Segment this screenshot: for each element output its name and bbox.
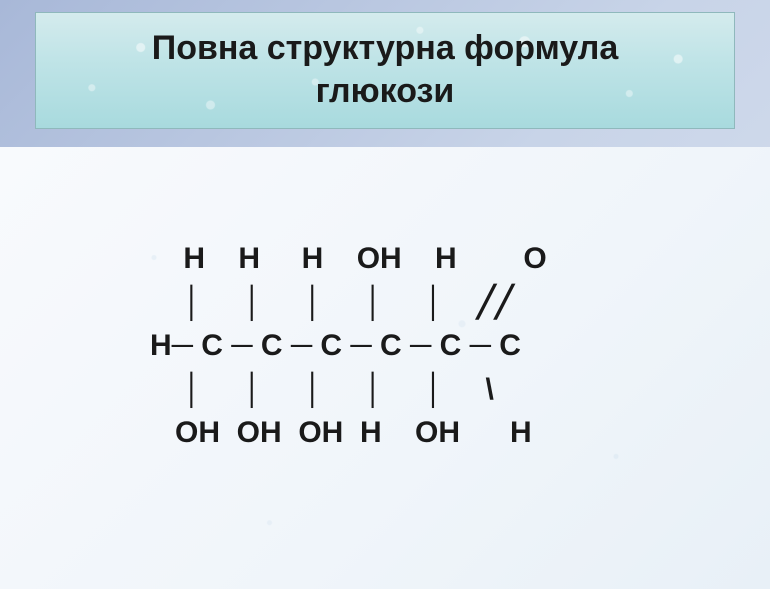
- formula-row-bottom-bonds: │ │ │ │ │ \: [150, 373, 494, 406]
- formula-row-bottom-subst: OH OH OH H OH H: [150, 416, 532, 449]
- title-line2: глюкози: [316, 72, 455, 110]
- slide-title: Повна структурна формула глюкози: [56, 27, 714, 112]
- title-banner: Повна структурна формула глюкози: [35, 12, 735, 129]
- formula-row-top-subst: H H H OH H O: [150, 242, 547, 275]
- glucose-structural-formula: H H H OH H O │ │ │ │ │ ╱╱ H─ C ─ C ─ C ─…: [150, 237, 547, 455]
- formula-row-top-bonds: │ │ │ │ │ ╱╱: [150, 286, 513, 319]
- formula-row-backbone: H─ C ─ C ─ C ─ C ─ C ─ C: [150, 329, 521, 362]
- title-line1: Повна структурна формула: [152, 29, 619, 67]
- content-area: H H H OH H O │ │ │ │ │ ╱╱ H─ C ─ C ─ C ─…: [0, 147, 770, 589]
